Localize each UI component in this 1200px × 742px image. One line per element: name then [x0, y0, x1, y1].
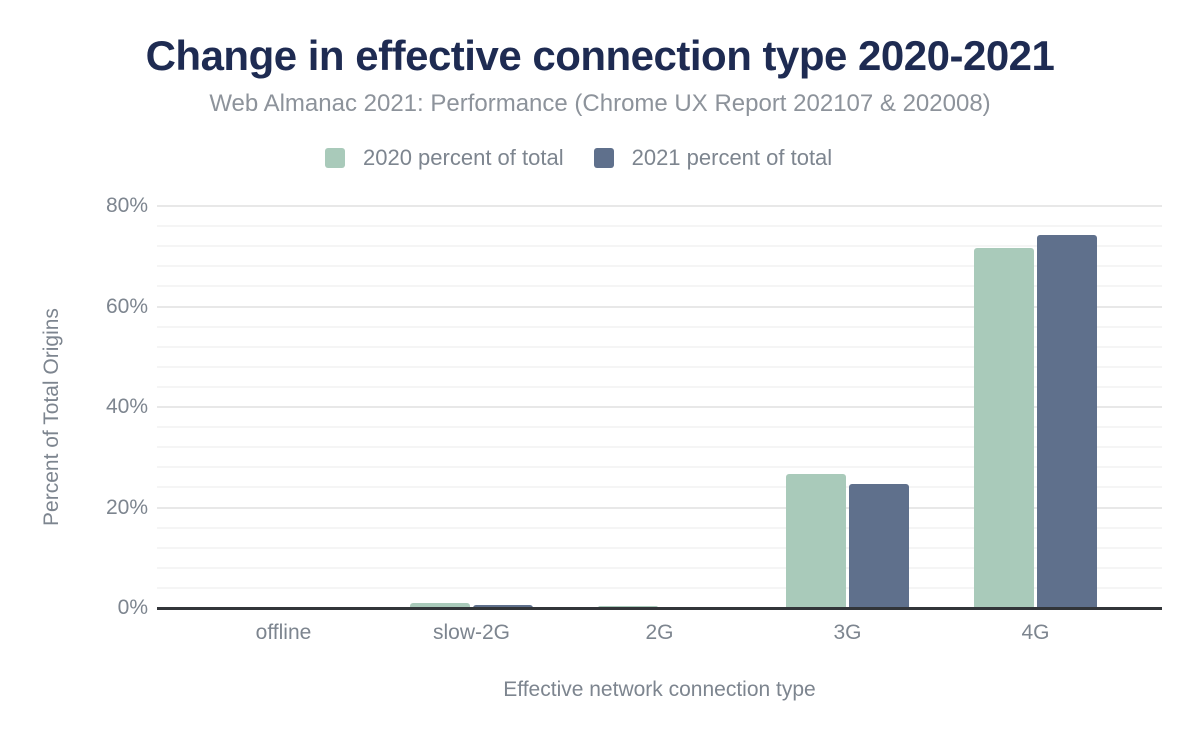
y-tick-label: 80%	[105, 194, 148, 217]
x-axis-title: Effective network connection type	[503, 678, 816, 701]
gridline-minor	[157, 345, 1162, 348]
chart-subtitle: Web Almanac 2021: Performance (Chrome UX…	[209, 90, 991, 117]
gridline-minor	[157, 586, 1162, 589]
x-axis-line	[157, 607, 1162, 610]
bar-2020-4G[interactable]	[974, 248, 1034, 608]
x-tick-label: 3G	[833, 621, 862, 644]
legend-swatch-2021	[593, 148, 614, 168]
gridline-minor	[157, 325, 1162, 328]
gridline-minor	[157, 225, 1162, 228]
gridline-minor	[157, 466, 1162, 469]
legend-item-2020: 2020 percent of total	[325, 145, 564, 171]
gridline-minor	[157, 446, 1162, 449]
gridline-minor	[157, 486, 1162, 489]
x-tick-label: offline	[255, 621, 312, 644]
bar-2020-slow-2G[interactable]	[410, 602, 470, 608]
bar-2020-2G[interactable]	[598, 605, 658, 608]
x-tick-label: slow-2G	[432, 621, 511, 644]
x-tick-label: 4G	[1021, 621, 1050, 644]
gridline-major	[157, 406, 1162, 408]
bar-2020-3G[interactable]	[786, 474, 846, 608]
bar-2021-3G[interactable]	[849, 484, 909, 608]
y-tick-label: 0%	[117, 596, 148, 619]
y-tick-label: 20%	[105, 495, 148, 519]
gridline-major	[157, 305, 1162, 308]
legend-item-2021: 2021 percent of total	[593, 145, 833, 171]
chart-title: Change in effective connection type 2020…	[145, 32, 1055, 79]
bar-2021-slow-2G[interactable]	[473, 605, 533, 608]
gridline-minor	[157, 265, 1162, 268]
gridline-minor	[157, 365, 1162, 368]
gridline-major	[157, 205, 1162, 207]
gridline-minor	[157, 546, 1162, 549]
x-tick-label: 2G	[645, 621, 674, 644]
gridline-major	[157, 506, 1162, 509]
gridline-minor	[157, 385, 1162, 388]
y-tick-label: 60%	[105, 294, 148, 318]
gridline-minor	[157, 245, 1162, 248]
plot-area	[157, 205, 1162, 608]
gridline-minor	[157, 526, 1162, 529]
legend-label-2020: 2020 percent of total	[363, 145, 564, 170]
gridline-minor	[157, 566, 1162, 569]
legend-label-2021: 2021 percent of total	[631, 145, 833, 170]
y-tick-label: 40%	[105, 395, 148, 418]
bar-2021-4G[interactable]	[1037, 235, 1097, 608]
gridline-minor	[157, 285, 1162, 288]
legend: 2020 percent of total 2021 percent of to…	[325, 145, 833, 171]
gridline-minor	[157, 426, 1162, 429]
legend-swatch-2020	[325, 148, 345, 168]
